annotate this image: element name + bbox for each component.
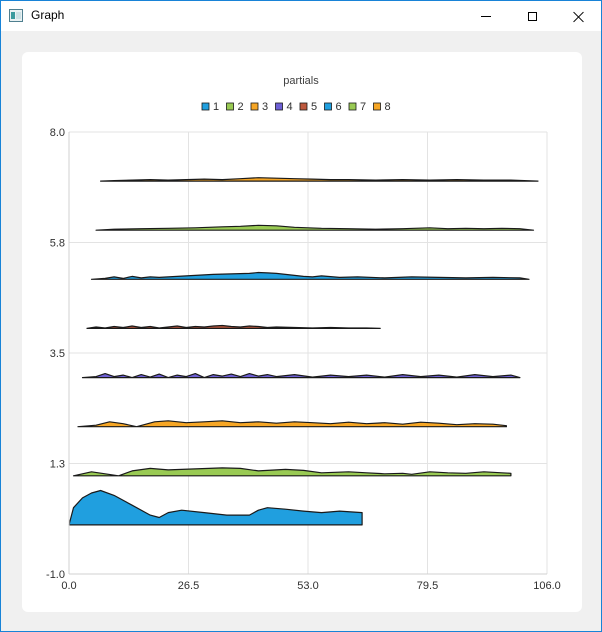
- legend-swatch: [226, 102, 234, 111]
- legend-swatch: [275, 102, 283, 111]
- title-bar[interactable]: Graph: [1, 1, 601, 31]
- legend-item-2: 2: [226, 101, 244, 113]
- minimize-icon: [481, 15, 491, 17]
- legend: 1 2 3 4 5 6 7 8: [201, 101, 391, 113]
- legend-swatch: [348, 102, 357, 111]
- legend-item-1: 1: [201, 101, 219, 113]
- legend-item-5: 5: [299, 101, 317, 113]
- legend-label: 6: [336, 101, 342, 113]
- series-3-area: [77, 420, 507, 428]
- legend-item-7: 7: [348, 101, 366, 113]
- x-axis-tick-labels: 0.0 26.5 53.0 79.5 106.0: [61, 580, 560, 592]
- y-tick-label: -1.0: [46, 569, 65, 581]
- minimize-button[interactable]: [463, 1, 509, 31]
- legend-label: 4: [287, 101, 293, 113]
- legend-label: 1: [213, 101, 219, 113]
- y-tick-label: 8.0: [50, 127, 65, 139]
- chart-panel: partials 1 2 3 4 5 6 7 8 0.0 26.5 53.0 79.5 106.0 -…: [22, 52, 582, 612]
- series-4-area: [81, 373, 521, 379]
- x-tick-label: 53.0: [297, 580, 318, 592]
- maximize-button[interactable]: [509, 1, 555, 31]
- y-tick-label: 1.3: [50, 459, 65, 471]
- grid-lines: [68, 131, 548, 575]
- x-tick-label: 26.5: [178, 580, 199, 592]
- series-6-area: [90, 271, 530, 280]
- legend-item-6: 6: [324, 101, 342, 113]
- chart-title: partials: [283, 75, 319, 87]
- series-5-area: [86, 324, 381, 329]
- legend-item-4: 4: [275, 101, 293, 113]
- y-tick-label: 5.8: [50, 238, 65, 250]
- y-tick-label: 3.5: [50, 348, 65, 360]
- series-2-area: [72, 467, 512, 477]
- legend-label: 7: [360, 101, 366, 113]
- series-1-area: [68, 489, 363, 526]
- legend-item-8: 8: [373, 101, 391, 113]
- series-8-area: [100, 177, 539, 182]
- x-tick-label: 79.5: [417, 580, 438, 592]
- legend-label: 5: [311, 101, 317, 113]
- x-tick-label: 106.0: [533, 580, 561, 592]
- y-axis-tick-labels: -1.0 1.3 3.5 5.8 8.0: [46, 127, 65, 581]
- chart-window-icon: [9, 9, 23, 22]
- window-title: Graph: [31, 8, 65, 22]
- legend-label: 2: [238, 101, 244, 113]
- legend-label: 3: [262, 101, 268, 113]
- series-7-area: [95, 224, 535, 231]
- legend-swatch: [324, 102, 332, 111]
- legend-swatch: [250, 102, 259, 111]
- legend-item-3: 3: [250, 101, 268, 113]
- partials-chart: partials 1 2 3 4 5 6 7 8 0.0 26.5 53.0 79.5 106.0 -…: [46, 75, 561, 592]
- legend-swatch: [373, 102, 381, 111]
- legend-swatch: [299, 102, 308, 111]
- legend-label: 8: [385, 101, 391, 113]
- legend-swatch: [201, 102, 210, 111]
- close-button[interactable]: [555, 1, 601, 31]
- series-layer: [68, 177, 539, 526]
- close-icon: [573, 11, 584, 22]
- x-tick-label: 0.0: [61, 580, 76, 592]
- axes: [68, 132, 547, 575]
- maximize-icon: [527, 11, 537, 21]
